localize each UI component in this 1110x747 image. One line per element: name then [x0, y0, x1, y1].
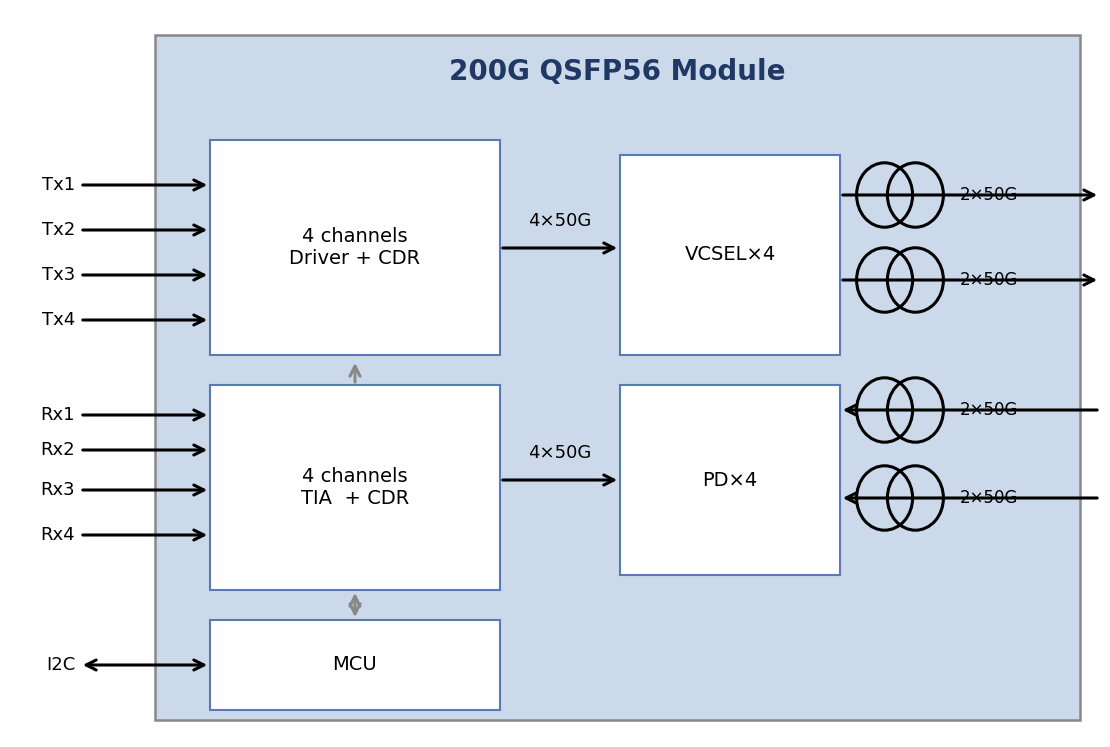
Text: 2×50G: 2×50G	[960, 186, 1018, 204]
Text: 4 channels
TIA  + CDR: 4 channels TIA + CDR	[301, 467, 410, 508]
Text: Tx1: Tx1	[42, 176, 75, 194]
Text: 2×50G: 2×50G	[960, 489, 1018, 507]
Text: Rx1: Rx1	[40, 406, 75, 424]
Text: PD×4: PD×4	[703, 471, 758, 489]
Text: 4 channels
Driver + CDR: 4 channels Driver + CDR	[290, 227, 421, 268]
Bar	[620, 385, 840, 575]
Bar	[210, 620, 500, 710]
Bar	[620, 155, 840, 355]
Text: VCSEL×4: VCSEL×4	[685, 246, 776, 264]
Text: 4×50G: 4×50G	[528, 444, 592, 462]
Text: Rx2: Rx2	[40, 441, 75, 459]
Text: Tx3: Tx3	[42, 266, 75, 284]
Bar	[210, 140, 500, 355]
Text: 200G QSFP56 Module: 200G QSFP56 Module	[448, 58, 785, 86]
Text: Rx4: Rx4	[40, 526, 75, 544]
Text: I2C: I2C	[46, 656, 75, 674]
Bar	[210, 385, 500, 590]
Text: Rx3: Rx3	[40, 481, 75, 499]
Text: Tx4: Tx4	[42, 311, 75, 329]
Text: 4×50G: 4×50G	[528, 212, 592, 230]
Text: 2×50G: 2×50G	[960, 271, 1018, 289]
Text: Tx2: Tx2	[42, 221, 75, 239]
Text: MCU: MCU	[333, 656, 377, 675]
Bar	[155, 35, 1080, 720]
Text: 2×50G: 2×50G	[960, 401, 1018, 419]
